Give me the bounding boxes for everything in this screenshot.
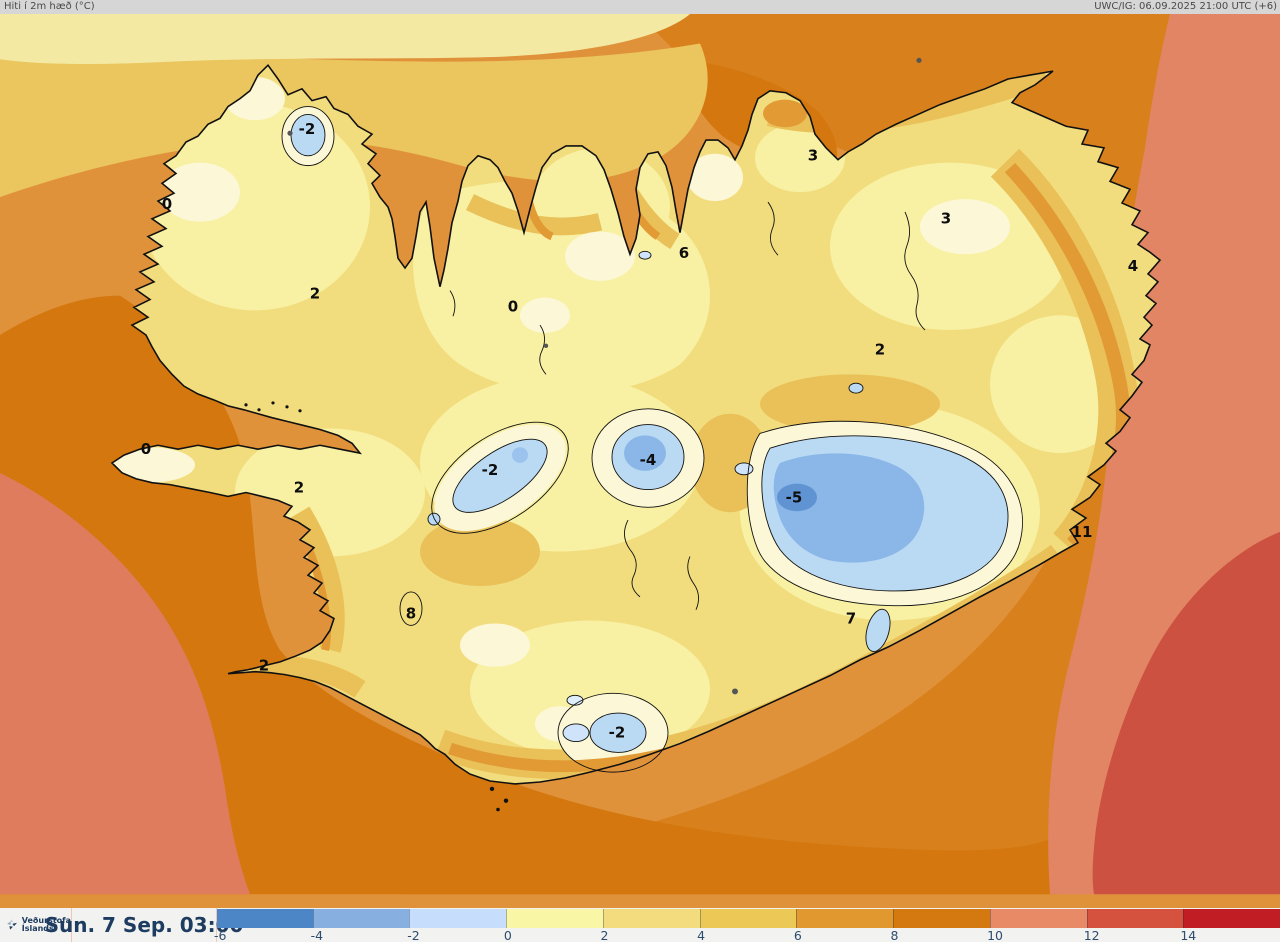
legend-segment <box>312 909 410 928</box>
legend-segment <box>699 909 797 928</box>
legend-tick: 10 <box>987 928 1003 942</box>
temp-label: 2 <box>259 657 269 675</box>
temp-label: 7 <box>846 610 856 628</box>
met-office-brand: Veðurstofa Íslands <box>0 908 72 942</box>
temp-label: -5 <box>786 488 803 506</box>
legend-tick: -4 <box>310 928 324 942</box>
legend-tick: 14 <box>1180 928 1197 942</box>
model-run-info: UWC/IG: 06.09.2025 21:00 UTC (+6) <box>1094 1 1277 12</box>
legend-segment <box>409 909 507 928</box>
legend-tick: -2 <box>407 928 420 942</box>
temp-label: 2 <box>310 285 320 303</box>
temp-label: 0 <box>508 297 518 315</box>
valid-datetime: Sun. 7 Sep. 03:00 <box>45 908 243 942</box>
legend-segment <box>989 909 1087 928</box>
temp-label: 3 <box>941 210 951 228</box>
legend-segment <box>796 909 894 928</box>
contour-lines <box>281 106 1023 773</box>
legend-segment <box>217 909 313 928</box>
legend-segment <box>1086 909 1184 928</box>
temp-label: 4 <box>1128 257 1138 275</box>
land-temperature-zones <box>112 65 1139 779</box>
legend-segment <box>602 909 700 928</box>
legend-tick: 2 <box>600 928 609 942</box>
legend-tick-labels: -6 -4 -2 0 2 4 6 8 10 12 14 <box>214 928 1280 942</box>
islands-and-markers <box>244 57 922 812</box>
header-bar: Hiti í 2m hæð (°C) UWC/IG: 06.09.2025 21… <box>0 0 1280 14</box>
temp-label: -4 <box>640 451 657 469</box>
legend-tick: 4 <box>697 928 706 942</box>
temp-label: 3 <box>808 147 818 165</box>
temp-label: 0 <box>141 440 151 458</box>
temp-label: 0 <box>162 195 172 213</box>
temp-label: 2 <box>875 341 885 359</box>
legend-segment <box>893 909 990 928</box>
temp-label: 11 <box>1072 523 1093 541</box>
legend-tick: 6 <box>793 928 802 942</box>
legend-tick: 12 <box>1083 928 1100 942</box>
legend-segment <box>1183 909 1280 928</box>
met-office-name: Veðurstofa Íslands <box>21 915 71 933</box>
temperature-map-svg: -2 0 3 3 6 4 2 0 2 0 -2 -4 -5 2 11 8 7 2 -2 <box>0 14 1280 908</box>
temp-label: -2 <box>299 120 316 138</box>
legend-tick: -6 <box>214 928 227 942</box>
temp-label: 6 <box>679 244 689 262</box>
temperature-legend: -6 -4 -2 0 2 4 6 8 10 12 14 <box>214 908 1280 942</box>
footer-bar: Veðurstofa Íslands Sun. 7 Sep. 03:00 -6-… <box>0 908 1280 942</box>
glaciers <box>290 113 1009 753</box>
map-title: Hiti í 2m hæð (°C) <box>4 1 95 12</box>
temp-label: 8 <box>406 605 416 623</box>
legend-color-bar <box>217 909 1280 928</box>
temp-label: -2 <box>482 461 499 479</box>
map-canvas: -2 0 3 3 6 4 2 0 2 0 -2 -4 -5 2 11 8 7 2 -2 <box>0 14 1280 908</box>
legend-segment <box>506 909 603 928</box>
temp-label: 2 <box>294 479 304 497</box>
met-office-logo-icon <box>7 919 17 930</box>
legend-tick: 0 <box>503 928 512 942</box>
temp-label: -2 <box>609 724 626 742</box>
legend-tick: 8 <box>890 928 899 942</box>
temp-labels: -2 0 3 3 6 4 2 0 2 0 -2 -4 -5 2 11 8 7 2 -2 <box>141 120 1138 741</box>
